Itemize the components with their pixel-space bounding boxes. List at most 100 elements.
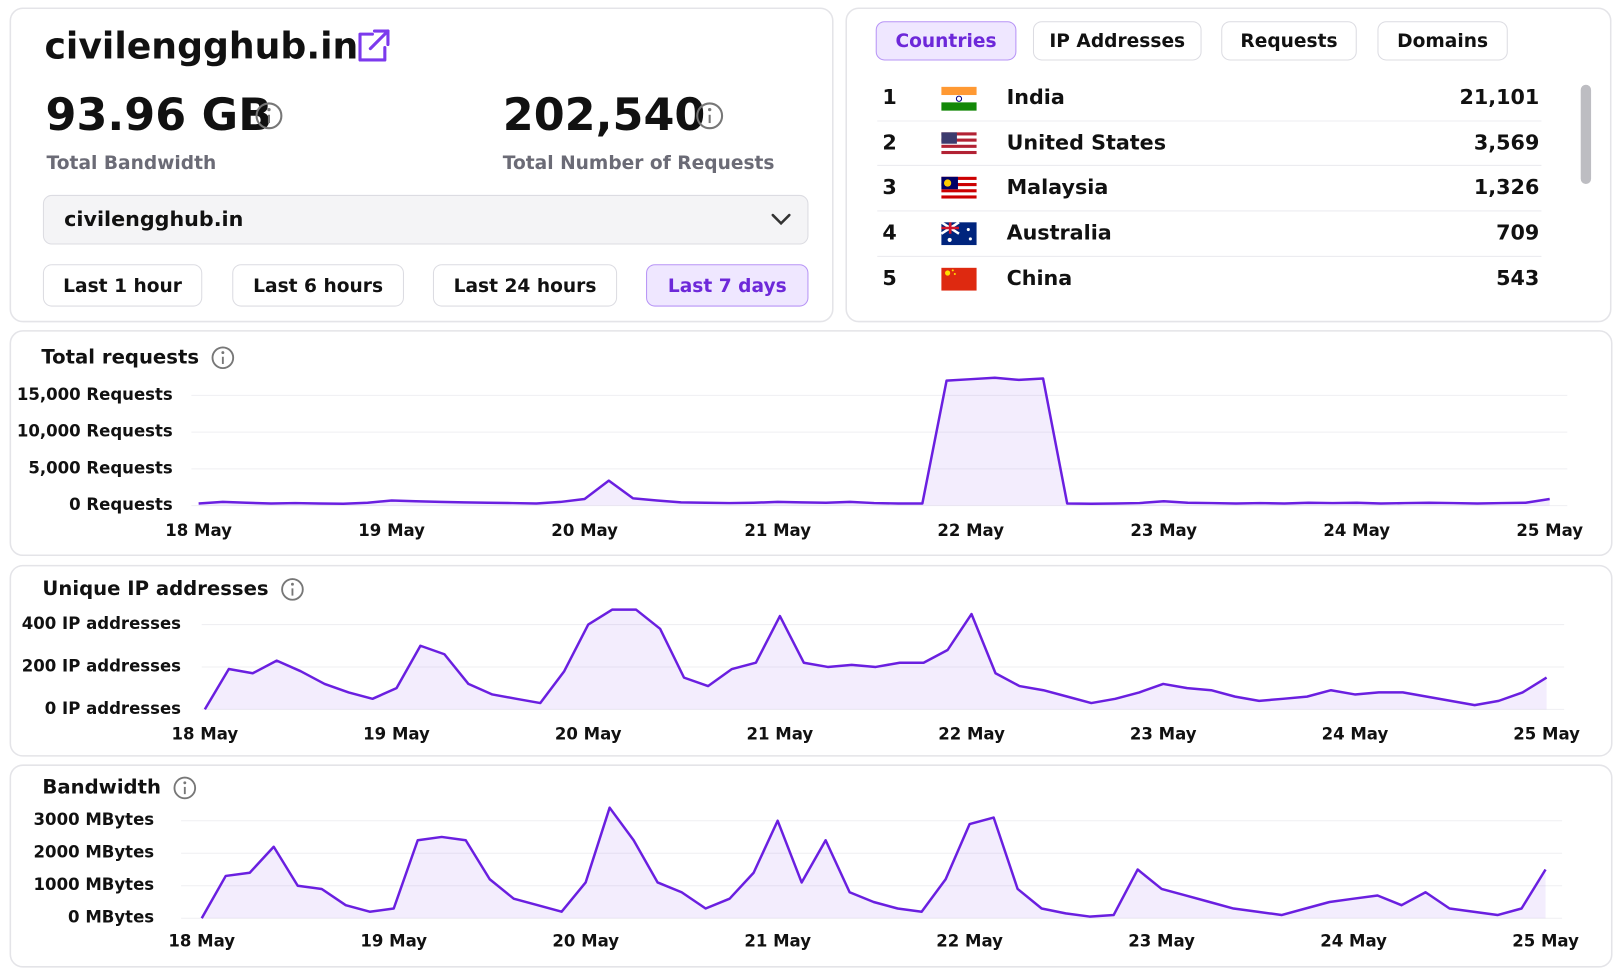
country-name: Australia	[1007, 221, 1112, 245]
flag-india	[941, 86, 977, 111]
requests-panel	[9, 330, 1613, 557]
line	[203, 608, 1548, 710]
area	[204, 609, 1547, 710]
time-button-label: Last 7 days	[668, 276, 787, 297]
rank: 3	[882, 175, 896, 199]
x-tick-label: 20 May	[551, 521, 618, 540]
info-ring	[173, 776, 197, 800]
x-tick-label: 24 May	[1320, 932, 1387, 951]
info-dot	[183, 781, 187, 785]
x-tick-label: 22 May	[938, 725, 1005, 744]
country-requests: 21,101	[1460, 85, 1540, 109]
x-tick-label: 23 May	[1128, 932, 1195, 951]
y-tick-label: 200 IP addresses	[22, 656, 181, 675]
x-tick-label: 24 May	[1322, 725, 1389, 744]
info-icon[interactable]	[211, 346, 235, 370]
y-tick-label: 3000 MBytes	[34, 810, 155, 829]
info-ring	[211, 346, 235, 370]
time-button-active[interactable]	[646, 264, 809, 307]
country-name: China	[1007, 266, 1073, 290]
requests-value: 202,540	[503, 90, 706, 141]
scrollbar[interactable]	[1580, 84, 1592, 185]
y-tick-label: 0 IP addresses	[45, 699, 181, 718]
x-tick-label: 19 May	[360, 932, 427, 951]
x-tick-label: 18 May	[172, 725, 239, 744]
requests-label: Total Number of Requests	[503, 153, 775, 174]
country-requests: 543	[1496, 266, 1539, 290]
x-tick-label: 18 May	[168, 932, 235, 951]
site-select-value: civilengghub.in	[64, 207, 243, 231]
chart-title: Bandwidth	[42, 775, 161, 798]
x-tick-label: 25 May	[1512, 932, 1579, 951]
y-tick-label: 0 Requests	[69, 495, 173, 514]
x-tick-label: 23 May	[1130, 725, 1197, 744]
time-button[interactable]	[42, 264, 203, 307]
line	[198, 376, 1550, 506]
time-button-label: Last 1 hour	[63, 276, 183, 297]
country-requests: 3,569	[1474, 131, 1539, 155]
line	[200, 806, 1547, 919]
info-dot	[290, 582, 294, 586]
info-icon[interactable]	[173, 776, 197, 800]
y-tick-label: 400 IP addresses	[22, 614, 181, 633]
y-tick-label: 1000 MBytes	[34, 875, 155, 894]
x-tick-label: 21 May	[747, 725, 814, 744]
rank: 1	[882, 85, 896, 109]
chart-title: Unique IP addresses	[42, 577, 268, 600]
y-tick-label: 2000 MBytes	[34, 843, 155, 862]
rank: 2	[882, 131, 896, 155]
chart-title: Total requests	[41, 345, 199, 368]
tab-label: Requests	[1240, 31, 1337, 52]
x-tick-label: 22 May	[936, 932, 1003, 951]
tab-label: Domains	[1397, 31, 1488, 52]
country-requests: 1,326	[1474, 175, 1539, 199]
area	[201, 807, 1546, 919]
x-tick-label: 19 May	[363, 725, 430, 744]
x-tick-label: 21 May	[744, 932, 811, 951]
x-tick-label: 19 May	[358, 521, 425, 540]
info-icon[interactable]	[255, 102, 283, 130]
x-tick-label: 25 May	[1513, 725, 1580, 744]
rank: 4	[882, 221, 896, 245]
x-tick-label: 22 May	[937, 521, 1004, 540]
flag-china	[941, 267, 977, 291]
x-tick-label: 20 May	[555, 725, 622, 744]
tab-label: Countries	[895, 31, 996, 52]
tab-label: IP Addresses	[1049, 31, 1185, 52]
tab[interactable]	[1377, 21, 1508, 61]
rank: 5	[882, 266, 896, 290]
y-tick-label: 0 MBytes	[68, 908, 154, 927]
info-icon[interactable]	[696, 102, 724, 130]
country-table: 1 India 21,101 2 United States 3,569 3 M…	[877, 85, 1542, 291]
country-name: United States	[1007, 131, 1166, 155]
site-select[interactable]	[42, 194, 809, 245]
bandwidth-value: 93.96 GB	[46, 90, 273, 141]
time-button[interactable]	[232, 264, 404, 307]
info-dot	[221, 351, 225, 355]
ip-panel	[9, 564, 1613, 757]
tab[interactable]	[1221, 21, 1357, 61]
bandwidth-label: Total Bandwidth	[47, 153, 217, 174]
time-button[interactable]	[432, 264, 618, 307]
x-tick-label: 20 May	[552, 932, 619, 951]
y-tick-label: 15,000 Requests	[17, 385, 173, 404]
site-title: civilengghub.in	[44, 25, 358, 68]
info-icon[interactable]	[281, 578, 304, 601]
y-tick-label: 5,000 Requests	[28, 458, 173, 477]
x-tick-label: 25 May	[1516, 521, 1583, 540]
info-ring	[281, 578, 304, 601]
chevron-icon	[771, 213, 791, 226]
country-requests: 709	[1496, 221, 1539, 245]
x-tick-label: 23 May	[1130, 521, 1197, 540]
tab-active[interactable]	[875, 21, 1017, 61]
tab[interactable]	[1032, 21, 1202, 61]
flag-malaysia	[941, 176, 977, 200]
time-button-label: Last 6 hours	[253, 276, 383, 297]
country-name: India	[1007, 85, 1065, 109]
country-name: Malaysia	[1007, 175, 1109, 199]
y-tick-label: 10,000 Requests	[17, 422, 173, 441]
flag-australia	[940, 221, 977, 246]
external-link-icon[interactable]	[358, 29, 390, 62]
